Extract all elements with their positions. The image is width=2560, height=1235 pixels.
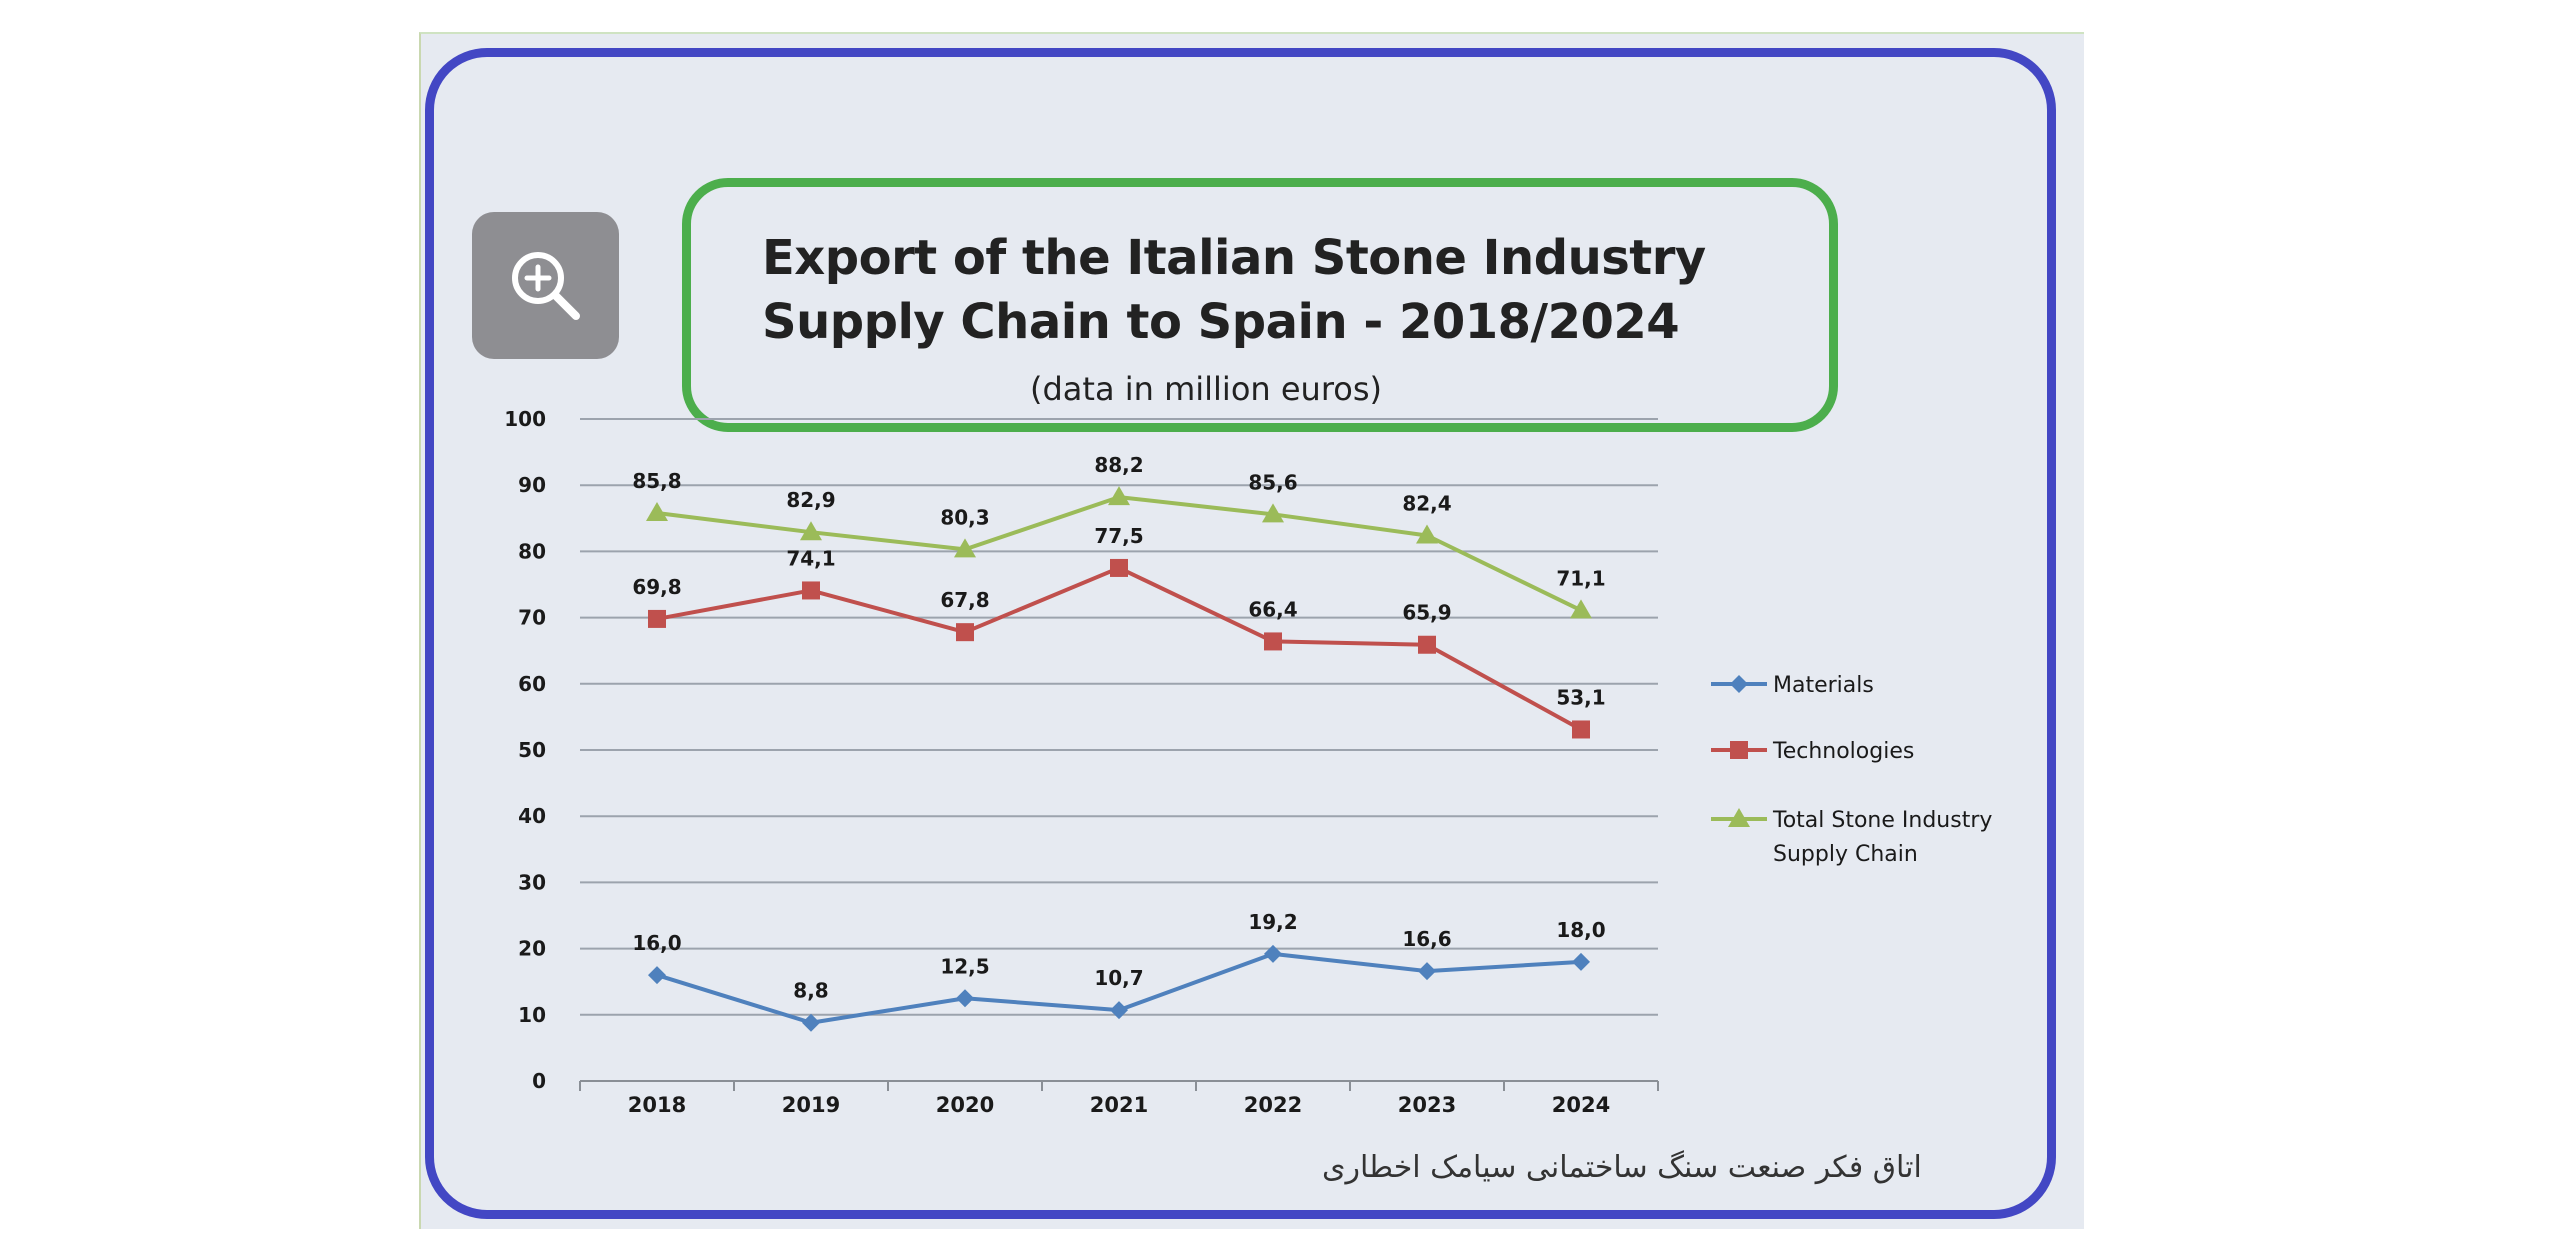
y-tick-label: 100 xyxy=(504,407,546,431)
data-label: 82,4 xyxy=(1402,492,1451,516)
data-point xyxy=(800,521,822,541)
zoom-in-icon xyxy=(511,251,580,320)
y-tick-label: 20 xyxy=(518,937,546,961)
y-tick-label: 60 xyxy=(518,672,546,696)
data-point xyxy=(1264,944,1282,963)
legend-marker xyxy=(1730,675,1748,693)
data-point xyxy=(1416,524,1438,544)
data-label: 16,6 xyxy=(1402,927,1451,951)
y-tick-label: 10 xyxy=(518,1003,546,1027)
data-label: 8,8 xyxy=(793,979,828,1003)
watermark-text: اتاق فکر صنعت سنگ ساختمانی سیامک اخطاری xyxy=(1322,1150,1922,1185)
data-label: 53,1 xyxy=(1556,685,1605,709)
y-tick-label: 50 xyxy=(518,738,546,762)
title-box xyxy=(682,178,1838,432)
data-label: 67,8 xyxy=(940,588,989,612)
x-tick-label: 2021 xyxy=(1090,1093,1148,1117)
data-point xyxy=(954,538,976,558)
chart-title-line-2: Supply Chain to Spain - 2018/2024 xyxy=(762,294,1680,350)
y-tick-label: 70 xyxy=(518,606,546,630)
data-point xyxy=(1418,635,1436,654)
data-point xyxy=(1418,962,1436,981)
data-point xyxy=(1264,632,1282,651)
legend-marker xyxy=(1728,808,1750,827)
data-point xyxy=(648,609,666,628)
x-tick-label: 2020 xyxy=(936,1093,994,1117)
data-point xyxy=(1572,952,1590,971)
series-line-1 xyxy=(656,565,1582,732)
legend-marker xyxy=(1730,741,1748,759)
data-label: 77,5 xyxy=(1094,524,1143,548)
data-label: 16,0 xyxy=(632,931,681,955)
data-label: 88,2 xyxy=(1094,453,1143,477)
data-label: 69,8 xyxy=(632,575,681,599)
data-label: 74,1 xyxy=(786,546,835,570)
x-tick-label: 2024 xyxy=(1552,1093,1610,1117)
data-point xyxy=(1572,720,1590,739)
data-point xyxy=(1570,599,1592,619)
data-label: 65,9 xyxy=(1402,601,1451,625)
data-point xyxy=(1110,558,1128,577)
data-label: 19,2 xyxy=(1248,910,1297,934)
data-label: 12,5 xyxy=(940,954,989,978)
x-tick-label: 2023 xyxy=(1398,1093,1456,1117)
zoom-button[interactable] xyxy=(472,212,619,359)
data-point xyxy=(1110,1001,1128,1020)
y-tick-label: 90 xyxy=(518,473,546,497)
legend-label: Materials xyxy=(1773,673,1874,698)
outer-frame xyxy=(425,48,2056,1219)
data-label: 85,6 xyxy=(1248,470,1297,494)
chart-title-line-1: Export of the Italian Stone Industry xyxy=(762,230,1706,286)
x-tick-label: 2022 xyxy=(1244,1093,1302,1117)
data-point xyxy=(956,989,974,1008)
data-label: 66,4 xyxy=(1248,597,1297,621)
legend-label: Technologies xyxy=(1772,739,1914,764)
data-label: 85,8 xyxy=(632,469,681,493)
data-point xyxy=(1262,503,1284,523)
y-tick-label: 30 xyxy=(518,870,546,894)
data-point xyxy=(802,581,820,600)
data-label: 71,1 xyxy=(1556,566,1605,590)
data-point xyxy=(648,966,666,985)
x-tick-label: 2019 xyxy=(782,1093,840,1117)
data-point xyxy=(802,1013,820,1032)
y-tick-label: 40 xyxy=(518,804,546,828)
data-label: 10,7 xyxy=(1094,966,1143,990)
legend-label: Total Stone Industry xyxy=(1772,808,1992,833)
data-point xyxy=(646,502,668,522)
legend-label: Supply Chain xyxy=(1773,842,1918,867)
data-label: 18,0 xyxy=(1556,918,1605,942)
data-point xyxy=(956,623,974,642)
y-tick-label: 0 xyxy=(532,1069,546,1093)
x-tick-label: 2018 xyxy=(628,1093,686,1117)
y-tick-label: 80 xyxy=(518,539,546,563)
data-point xyxy=(1108,486,1130,506)
data-label: 82,9 xyxy=(786,488,835,512)
data-label: 80,3 xyxy=(940,505,989,529)
chart-subtitle: (data in million euros) xyxy=(1030,370,1382,408)
